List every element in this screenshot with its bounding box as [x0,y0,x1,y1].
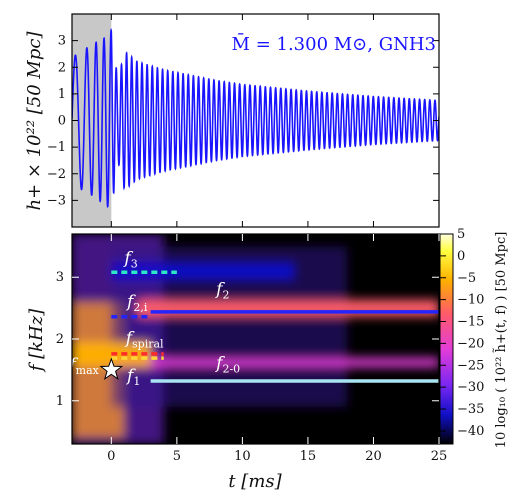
top-y-ticks: −3 −2 −1 0 1 2 3 [47,14,440,227]
frequency-label-3: f3 [122,249,137,271]
waveform-annotation: M̄ = 1.300 M⊙, GNH3 [232,32,436,55]
frequency-label-2,i: f2,i [125,292,148,314]
bottom-x-tick-label: 10 [234,449,251,464]
colorbar-tick-label: −35 [457,402,484,417]
top-y-tick-label: 3 [58,34,66,49]
top-y-axis-label: h+ × 10²² [50 Mpc] [24,31,45,211]
bottom-y-tick-label: 2 [56,332,64,347]
bottom-x-tick-label: 25 [431,449,448,464]
colorbar-gradient [439,233,454,445]
frequency-lines [111,270,439,383]
bottom-x-tick-label: 5 [173,449,181,464]
top-y-tick-label: 0 [58,114,66,129]
colorbar-tick-label: −5 [457,271,476,286]
frequency-label-spiral: fspiral [124,328,164,350]
frequency-label-1: f1 [125,366,140,388]
bottom-x-tick-label: 15 [300,449,317,464]
colorbar-label: 10 log₁₀ ( 10²² h̃+(t, f) ) [50 Mpc] [492,232,509,449]
bottom-y-tick-label: 1 [56,394,64,409]
frequency-label-max: fmax [67,355,99,377]
heatmap-band [111,261,295,281]
bottom-x-tick-label: 0 [107,449,115,464]
top-y-tick-label: −1 [47,140,66,155]
colorbar-ticks: 5 0 −5 −10 −15 −20 −25 −30 −35 −40 [440,227,484,439]
frequency-label-2-0: f2-0 [214,354,240,376]
top-y-tick-label: −3 [47,193,66,208]
top-y-tick-label: 2 [58,60,66,75]
heatmap-band [137,299,439,317]
fmax-star-marker [99,357,124,380]
colorbar-tick-label: −10 [457,293,484,308]
bottom-axis-ticks: 0 5 10 15 20 25 1 2 3 [56,234,448,464]
colorbar-tick-label: 5 [457,227,465,242]
frequency-annotations: f3 f2,i f2 fspiral fmax f1 f2-0 [67,249,240,388]
colorbar-tick-label: 0 [457,249,465,264]
top-y-tick-label: −2 [47,167,66,182]
bottom-x-axis-label: t [ms] [228,471,282,492]
colorbar-tick-label: −30 [457,380,484,395]
bottom-y-tick-label: 3 [56,270,64,285]
waveform-panel: −3 −2 −1 0 1 2 3 M̄ = 1.300 M⊙, GNH3 h+ × 10²²… [24,13,440,228]
waveform-line [72,27,439,208]
colorbar: 5 0 −5 −10 −15 −20 −25 −30 −35 −40 10 log₁₀ ( 10²… [439,227,509,449]
frequency-label-2: f2 [214,280,229,302]
colorbar-tick-label: −15 [457,315,484,330]
heatmap-band [111,357,439,368]
waveform-series [72,27,439,208]
top-y-tick-label: 1 [58,87,66,102]
colorbar-tick-label: −20 [457,336,484,351]
colorbar-tick-label: −25 [457,358,484,373]
colorbar-tick-label: −40 [457,424,484,439]
bottom-y-axis-label: f [kHz] [26,308,47,373]
bottom-x-tick-label: 20 [365,449,382,464]
